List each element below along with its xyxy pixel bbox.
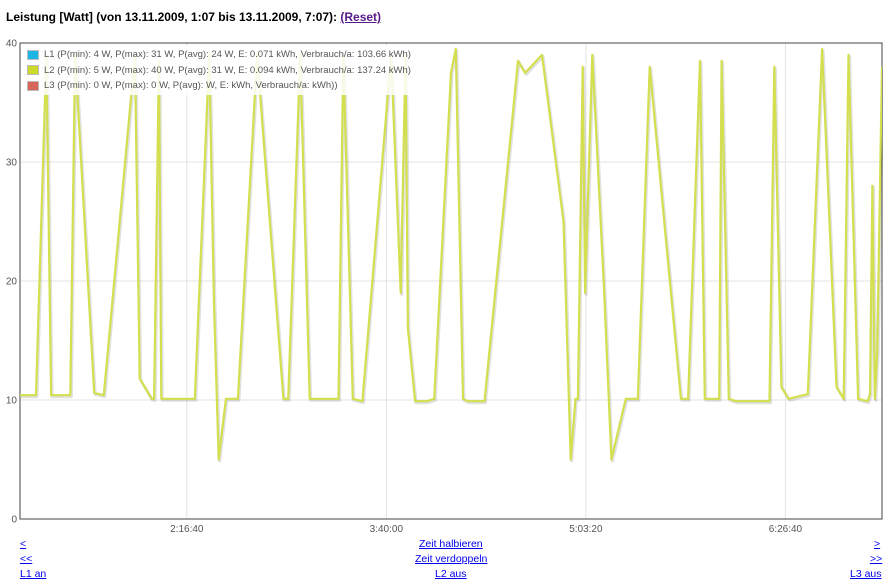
- legend-label-l3: L3 (P(min): 0 W, P(max): 0 W, P(avg): W,…: [44, 80, 338, 91]
- prev-double-link[interactable]: <<: [20, 553, 33, 565]
- x-tick-label: 3:40:00: [370, 524, 404, 535]
- legend-swatch-l2: [27, 65, 39, 76]
- legend-label-l2: L2 (P(min): 5 W, P(max): 40 W, P(avg): 3…: [44, 64, 411, 76]
- zoom-in-link[interactable]: Zeit halbieren: [419, 538, 483, 550]
- y-tick-label: 40: [6, 39, 18, 50]
- reset-link[interactable]: (Reset): [340, 10, 382, 24]
- x-tick-label: 5:03:20: [569, 524, 603, 535]
- prev-link[interactable]: <: [20, 538, 27, 550]
- legend-swatch-l1: [27, 49, 39, 60]
- legend-swatch-l3: [27, 80, 39, 91]
- l2-series-shadow: [21, 48, 883, 463]
- chart-title-text: Leistung [Watt] (von 13.11.2009, 1:07 bi…: [6, 10, 338, 24]
- y-tick-label: 0: [11, 515, 17, 526]
- legend-label-l1: L1 (P(min): 4 W, P(max): 31 W, P(avg): 2…: [44, 49, 411, 60]
- next-double-link[interactable]: >>: [870, 553, 883, 565]
- legend: L1 (P(min): 4 W, P(max): 31 W, P(avg): 2…: [25, 46, 415, 95]
- y-tick-label: 20: [6, 277, 18, 288]
- y-tick-label: 10: [6, 396, 18, 407]
- power-chart[interactable]: 0 10 20 30 40 2:16:40 3:40:00 5:03:20 6:26:40: [0, 0, 894, 540]
- l1-toggle-link[interactable]: L1 an: [20, 568, 47, 580]
- plot-frame: [19, 42, 883, 520]
- legend-item-l3[interactable]: L3 (P(min): 0 W, P(max): 0 W, P(avg): W,…: [27, 78, 411, 94]
- y-tick-label: 30: [6, 158, 18, 169]
- l3-toggle-link[interactable]: L3 aus: [850, 568, 882, 580]
- zoom-out-link[interactable]: Zeit verdoppeln: [415, 553, 488, 565]
- l2-series-line: [20, 47, 882, 461]
- x-tick-label: 6:26:40: [769, 524, 803, 535]
- next-link[interactable]: >: [874, 538, 881, 550]
- legend-item-l1[interactable]: L1 (P(min): 4 W, P(max): 31 W, P(avg): 2…: [27, 47, 411, 63]
- legend-item-l2[interactable]: L2 (P(min): 5 W, P(max): 40 W, P(avg): 3…: [27, 63, 411, 79]
- x-tick-label: 2:16:40: [170, 524, 204, 535]
- chart-title: Leistung [Watt] (von 13.11.2009, 1:07 bi…: [6, 10, 381, 24]
- l2-toggle-link[interactable]: L2 aus: [435, 568, 467, 580]
